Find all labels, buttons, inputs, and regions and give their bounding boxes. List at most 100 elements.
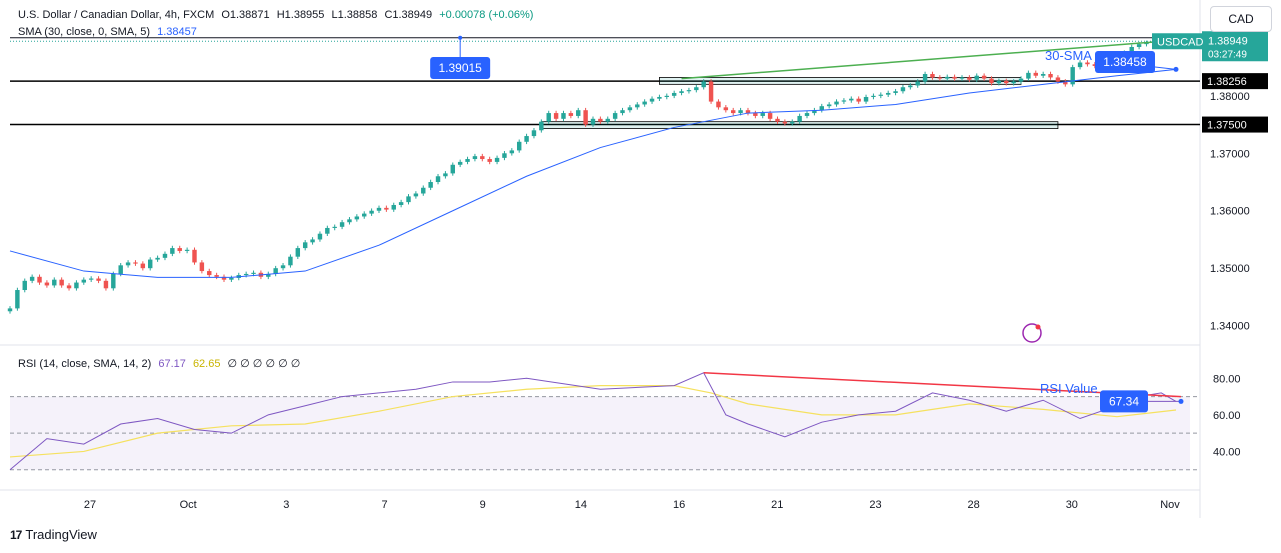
candle-body xyxy=(88,278,94,280)
candle-body xyxy=(981,75,987,79)
candle-body xyxy=(775,118,780,122)
rsi-callout-dot xyxy=(1178,398,1184,404)
time-tick-label: Nov xyxy=(1160,499,1180,511)
candle-body xyxy=(967,77,972,80)
last-price-tag: 1.38949 xyxy=(1208,35,1248,47)
rsi-legend-value: 67.17 xyxy=(158,358,186,370)
candle-body xyxy=(782,121,788,124)
sma-callout-box xyxy=(1095,51,1155,73)
time-tick-label: 21 xyxy=(771,499,783,511)
candle-body xyxy=(826,104,832,107)
candle-body xyxy=(590,118,596,125)
candle-body xyxy=(96,278,101,281)
candle-body xyxy=(871,95,876,97)
candle-body xyxy=(273,268,278,274)
candle-body xyxy=(428,182,433,188)
sma-callout: 1.38458 xyxy=(1103,55,1147,69)
candle-body xyxy=(118,265,123,274)
candle-body xyxy=(546,113,551,122)
candle-body xyxy=(627,107,633,111)
candle-body xyxy=(767,113,773,119)
candle-body xyxy=(930,74,935,78)
candle-body xyxy=(295,248,301,257)
rising-trendline xyxy=(681,38,1187,80)
symbol-tag: USDCAD xyxy=(1157,36,1204,48)
candle-body xyxy=(738,110,743,114)
tradingview-brand: TradingView xyxy=(25,527,97,542)
time-tick-label: 3 xyxy=(283,499,289,511)
candle-body xyxy=(745,110,751,114)
level-2-tag: 1.37500 xyxy=(1207,120,1247,132)
symbol-title: U.S. Dollar / Canadian Dollar, 4h, FXCM xyxy=(18,9,215,21)
currency-button[interactable]: CAD xyxy=(1210,6,1272,32)
candle-body xyxy=(1018,78,1024,82)
candle-body xyxy=(1077,62,1083,68)
candle-body xyxy=(52,279,57,286)
candle-body xyxy=(192,249,197,263)
sma-line xyxy=(9,68,1177,278)
time-tick-label: 7 xyxy=(381,499,387,511)
candle-body xyxy=(657,96,662,99)
candle-body xyxy=(332,226,337,228)
level-1-tag: 1.38256 xyxy=(1207,76,1247,88)
symbol-legend: U.S. Dollar / Canadian Dollar, 4h, FXCM … xyxy=(18,9,537,21)
candle-body xyxy=(59,279,64,286)
candle-body xyxy=(649,98,655,102)
sma-legend-label: SMA (30, close, 0, SMA, 5) xyxy=(18,26,151,38)
candle-body xyxy=(487,159,492,162)
candle-body xyxy=(457,161,463,165)
candle-body xyxy=(642,101,647,105)
time-tick-label: 28 xyxy=(968,499,980,511)
candle-body xyxy=(472,156,478,160)
candle-body xyxy=(1011,81,1016,84)
candle-body xyxy=(1048,74,1053,78)
candle-body xyxy=(1055,77,1061,82)
time-tick-label: 16 xyxy=(673,499,685,511)
rsi-tick-label: 40.00 xyxy=(1213,446,1241,458)
candle-body xyxy=(863,96,869,102)
candle-body xyxy=(885,92,891,95)
candle-body xyxy=(302,242,308,249)
candle-body xyxy=(723,107,729,111)
candle-body xyxy=(37,276,42,283)
candle-body xyxy=(1070,67,1075,85)
time-tick-label: 9 xyxy=(480,499,486,511)
tradingview-logo-icon: 17 xyxy=(10,527,22,542)
candle-body xyxy=(384,207,389,210)
time-tick-label: 30 xyxy=(1066,499,1078,511)
candle-body xyxy=(598,118,603,122)
sma-legend: SMA (30, close, 0, SMA, 5) 1.38457 xyxy=(18,26,201,38)
candle-body xyxy=(568,113,574,116)
candle-body xyxy=(878,94,884,96)
candle-body xyxy=(812,110,817,114)
time-tick-label: 14 xyxy=(575,499,587,511)
countdown-tag: 03:27:49 xyxy=(1208,49,1247,60)
candle-body xyxy=(679,91,684,93)
candle-body xyxy=(435,176,441,183)
rsi-callout-box xyxy=(1100,390,1148,413)
symbol-tag-box xyxy=(1152,33,1202,50)
candle-body xyxy=(391,204,396,210)
time-tick-label: 27 xyxy=(84,499,96,511)
price-callout: 1.39015 xyxy=(438,61,482,75)
ohlc-change: +0.00078 (+0.06%) xyxy=(439,9,534,21)
candle-body xyxy=(347,219,352,223)
candle-body xyxy=(531,130,537,137)
candle-body xyxy=(731,110,736,114)
candle-body xyxy=(509,150,515,154)
sma-callout-dot xyxy=(1173,66,1179,72)
candle-body xyxy=(465,159,470,162)
candle-body xyxy=(66,285,72,289)
candle-body xyxy=(266,273,271,277)
last-price-tag-box xyxy=(1202,31,1268,62)
candle-body xyxy=(413,193,419,197)
rsi-tick-label: 60.00 xyxy=(1213,410,1241,422)
rsi-callout: 67.34 xyxy=(1109,394,1139,408)
sma-legend-value: 1.38457 xyxy=(157,26,197,38)
rsi-tick-label: 80.00 xyxy=(1213,373,1241,385)
candle-body xyxy=(1040,74,1046,76)
candle-body xyxy=(44,282,50,286)
candle-body xyxy=(369,210,374,214)
candle-body xyxy=(450,164,455,174)
